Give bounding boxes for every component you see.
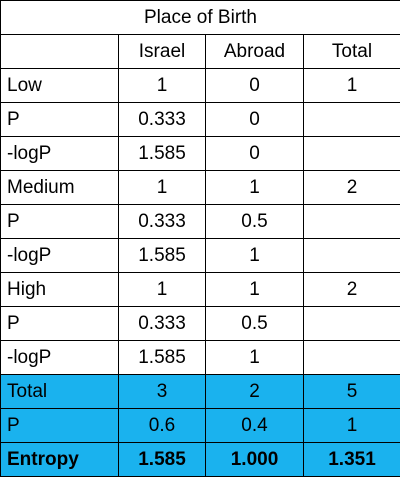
cell-abroad: 2 — [206, 375, 304, 409]
cell-total: 5 — [304, 375, 400, 409]
row-label: Total — [1, 375, 119, 409]
cell-israel: 3 — [119, 375, 206, 409]
cell-abroad: 0 — [206, 103, 304, 137]
header-israel: Israel — [119, 35, 206, 69]
cell-total — [304, 205, 400, 239]
cell-israel: 0.6 — [119, 409, 206, 443]
row-label: P — [1, 307, 119, 341]
row-label: -logP — [1, 341, 119, 375]
cell-israel: 1 — [119, 171, 206, 205]
cell-total — [304, 103, 400, 137]
table-title: Place of Birth — [1, 1, 400, 35]
cell-total — [304, 239, 400, 273]
cell-abroad: 1 — [206, 239, 304, 273]
header-empty-cell — [1, 35, 119, 69]
row-label: P — [1, 409, 119, 443]
cell-abroad: 1 — [206, 171, 304, 205]
row-label: Low — [1, 69, 119, 103]
row-label: Entropy — [1, 443, 119, 477]
cell-israel: 1.585 — [119, 443, 206, 477]
cell-israel: 1 — [119, 69, 206, 103]
row-label: P — [1, 205, 119, 239]
cell-israel: 0.333 — [119, 103, 206, 137]
row-label: -logP — [1, 239, 119, 273]
header-abroad: Abroad — [206, 35, 304, 69]
cell-total: 1.351 — [304, 443, 400, 477]
cell-israel: 0.333 — [119, 205, 206, 239]
cell-abroad: 0 — [206, 69, 304, 103]
cell-abroad: 1 — [206, 273, 304, 307]
cell-israel: 1.585 — [119, 341, 206, 375]
cell-total — [304, 341, 400, 375]
cell-israel: 1.585 — [119, 137, 206, 171]
cell-total: 1 — [304, 69, 400, 103]
cell-total: 1 — [304, 409, 400, 443]
row-label: High — [1, 273, 119, 307]
cell-total: 2 — [304, 273, 400, 307]
cell-abroad: 0.5 — [206, 307, 304, 341]
cell-abroad: 1 — [206, 341, 304, 375]
cell-total — [304, 137, 400, 171]
cell-israel: 0.333 — [119, 307, 206, 341]
cell-israel: 1 — [119, 273, 206, 307]
cell-total — [304, 307, 400, 341]
row-label: Medium — [1, 171, 119, 205]
cell-israel: 1.585 — [119, 239, 206, 273]
cell-abroad: 0.4 — [206, 409, 304, 443]
row-label: P — [1, 103, 119, 137]
cell-total: 2 — [304, 171, 400, 205]
cell-abroad: 0.5 — [206, 205, 304, 239]
row-label: -logP — [1, 137, 119, 171]
header-row: Israel Abroad Total — [1, 35, 400, 69]
cell-abroad: 1.000 — [206, 443, 304, 477]
title-row: Place of Birth — [1, 1, 400, 35]
cell-abroad: 0 — [206, 137, 304, 171]
header-total: Total — [304, 35, 400, 69]
